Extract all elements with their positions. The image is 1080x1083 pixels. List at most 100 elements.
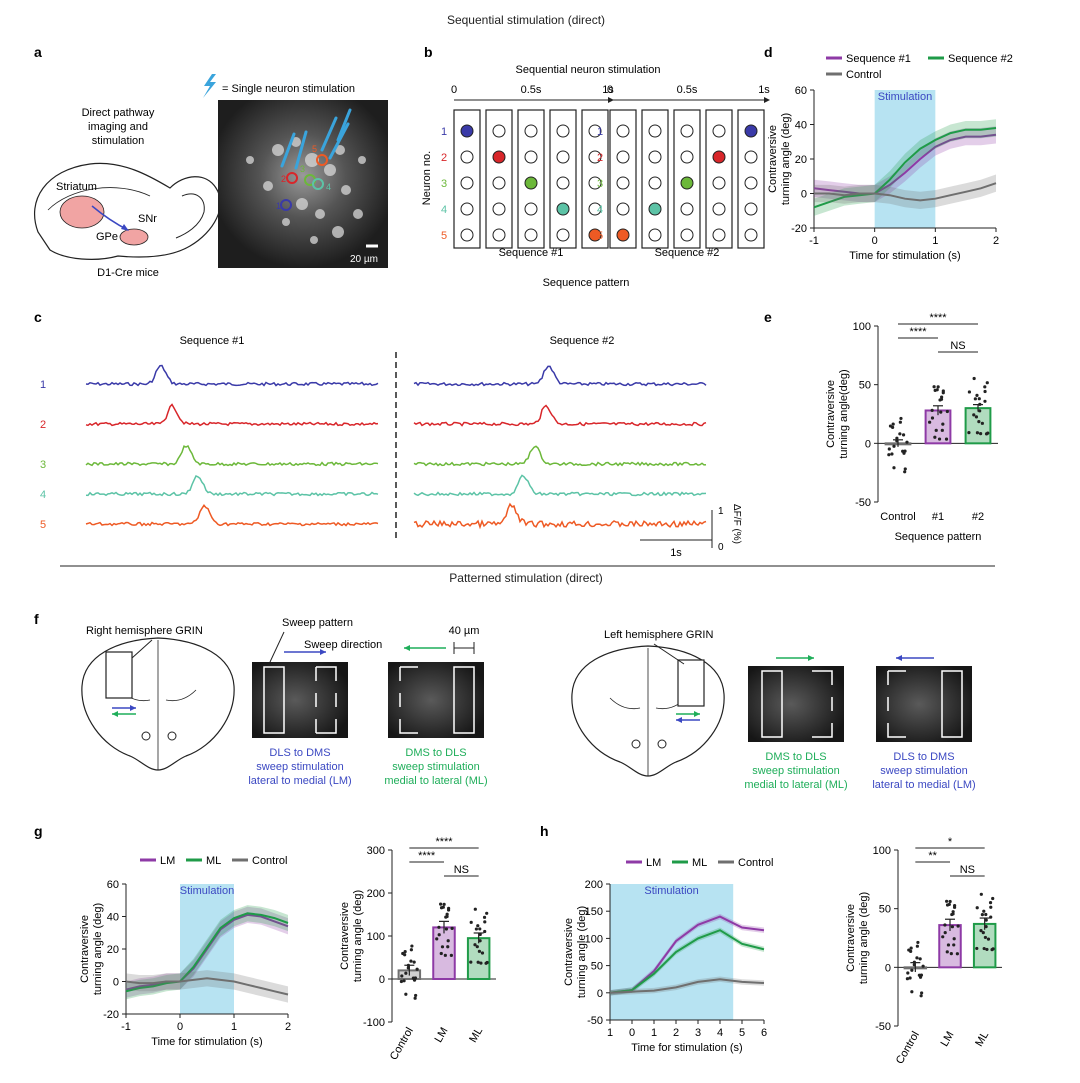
legend-label: Sequence #1 [846, 53, 911, 65]
data-point [443, 953, 447, 957]
fov-1-caption-2: sweep stimulation [256, 761, 343, 773]
data-point [985, 947, 989, 952]
data-point [444, 927, 448, 931]
data-point [895, 436, 899, 440]
sweep-pattern-label: Sweep pattern [282, 617, 353, 629]
y-axis-label-line: turning angle (deg) [352, 890, 364, 982]
data-point [449, 953, 453, 957]
data-point [887, 453, 891, 457]
data-point [439, 951, 443, 956]
section-title-patterned: Patterned stimulation (direct) [449, 571, 602, 585]
data-point [469, 920, 473, 924]
data-point [985, 381, 989, 385]
stimulation-label: Stimulation [644, 885, 698, 897]
stimulation-window [610, 884, 734, 1020]
y-axis-label-line: turning angle(deg) [838, 369, 850, 458]
data-point [478, 932, 482, 937]
x-axis-label: Time for stimulation (s) [631, 1042, 742, 1054]
data-point [983, 389, 987, 394]
data-point [410, 944, 414, 948]
data-point [951, 910, 955, 914]
panel-letter-g: g [34, 823, 43, 839]
x-axis-label: Time for stimulation (s) [849, 250, 960, 262]
data-point [915, 956, 919, 960]
neuron-ring-1 [280, 199, 292, 211]
data-point [984, 912, 988, 917]
section-title-sequential: Sequential stimulation (direct) [447, 13, 605, 27]
y-axis-label: Contraversiveturning angle (deg) [339, 890, 364, 982]
neuron-row-label: 5 [441, 230, 447, 242]
trace-row-label: 5 [40, 519, 46, 531]
neuron-dot [524, 202, 538, 216]
series-line-ml [609, 929, 765, 994]
y-tick-label: -50 [587, 1015, 603, 1027]
panel-letter-b: b [424, 44, 433, 60]
series-error-band [126, 905, 288, 1000]
data-point [974, 415, 979, 419]
y-axis-label-line: Contraversive [767, 125, 779, 193]
sagittal-brain-outline [33, 162, 221, 260]
left-grin-pointer [653, 643, 685, 665]
fov-image-1 [252, 662, 348, 738]
data-point [485, 911, 489, 915]
data-point [912, 963, 916, 967]
y-tick-label: -50 [855, 497, 871, 509]
category-label: LM [433, 1026, 451, 1045]
fov-image-3 [748, 666, 844, 742]
neuron-dot [524, 124, 538, 138]
x-tick-label: 1 [651, 1027, 657, 1039]
grin-lens-right [105, 651, 133, 699]
data-point [483, 929, 487, 934]
brain-title-line-1: Direct pathway [82, 107, 155, 119]
data-point [947, 902, 951, 907]
stimulation-legend-text: = Single neuron stimulation [222, 83, 355, 95]
neuron-dot [588, 124, 602, 138]
stimulated-neuron-dot [648, 202, 662, 216]
stimulated-neuron-dot [680, 176, 694, 190]
data-point [476, 960, 480, 964]
y-tick-label: 150 [585, 906, 603, 918]
data-point [941, 422, 945, 426]
neuron-dot [588, 150, 602, 164]
data-point [919, 973, 924, 977]
data-point [908, 976, 912, 980]
data-point [979, 432, 983, 436]
coronal-section-right [81, 637, 235, 771]
panel-d-line-chart: Stimulation -20 0 20 40 60 -1 0 1 2 Time for stimu… [767, 53, 1013, 262]
data-point [941, 389, 945, 393]
y-tick-label: -20 [103, 1009, 119, 1021]
neuron-row-label: 1 [597, 126, 603, 138]
neuron-dot [616, 150, 630, 164]
data-point [898, 420, 902, 424]
bar-lm [432, 926, 456, 981]
legend-label: ML [692, 857, 707, 869]
data-point [928, 420, 932, 424]
data-point [898, 432, 902, 436]
stimulated-neuron-dot [712, 150, 726, 164]
data-point [977, 420, 981, 424]
snr-label: SNr [138, 213, 157, 225]
bar-lm [938, 924, 962, 969]
data-point [975, 393, 979, 398]
data-point [413, 996, 417, 1000]
data-point [899, 416, 903, 421]
stimulated-neuron-dot [616, 228, 630, 242]
significance-label: **** [929, 312, 947, 324]
neuron-dot [712, 124, 726, 138]
fov-3-caption-3: medial to lateral (ML) [744, 779, 847, 791]
data-point [401, 951, 405, 956]
fov-3-caption-2: sweep stimulation [752, 765, 839, 777]
data-point [955, 952, 959, 956]
neuron-dot [492, 202, 506, 216]
data-point [909, 946, 913, 950]
data-point [940, 395, 944, 399]
data-point [975, 946, 979, 951]
category-label: LM [939, 1030, 957, 1049]
panel-a: a Direct pathway imaging and stimulation… [33, 44, 388, 279]
data-point [930, 408, 934, 412]
sweep-direction-label: Sweep direction [304, 639, 382, 651]
data-point [921, 964, 925, 968]
x-tick-label: 2 [673, 1027, 679, 1039]
neuron-row-label: 3 [441, 178, 447, 190]
data-point [409, 948, 413, 952]
